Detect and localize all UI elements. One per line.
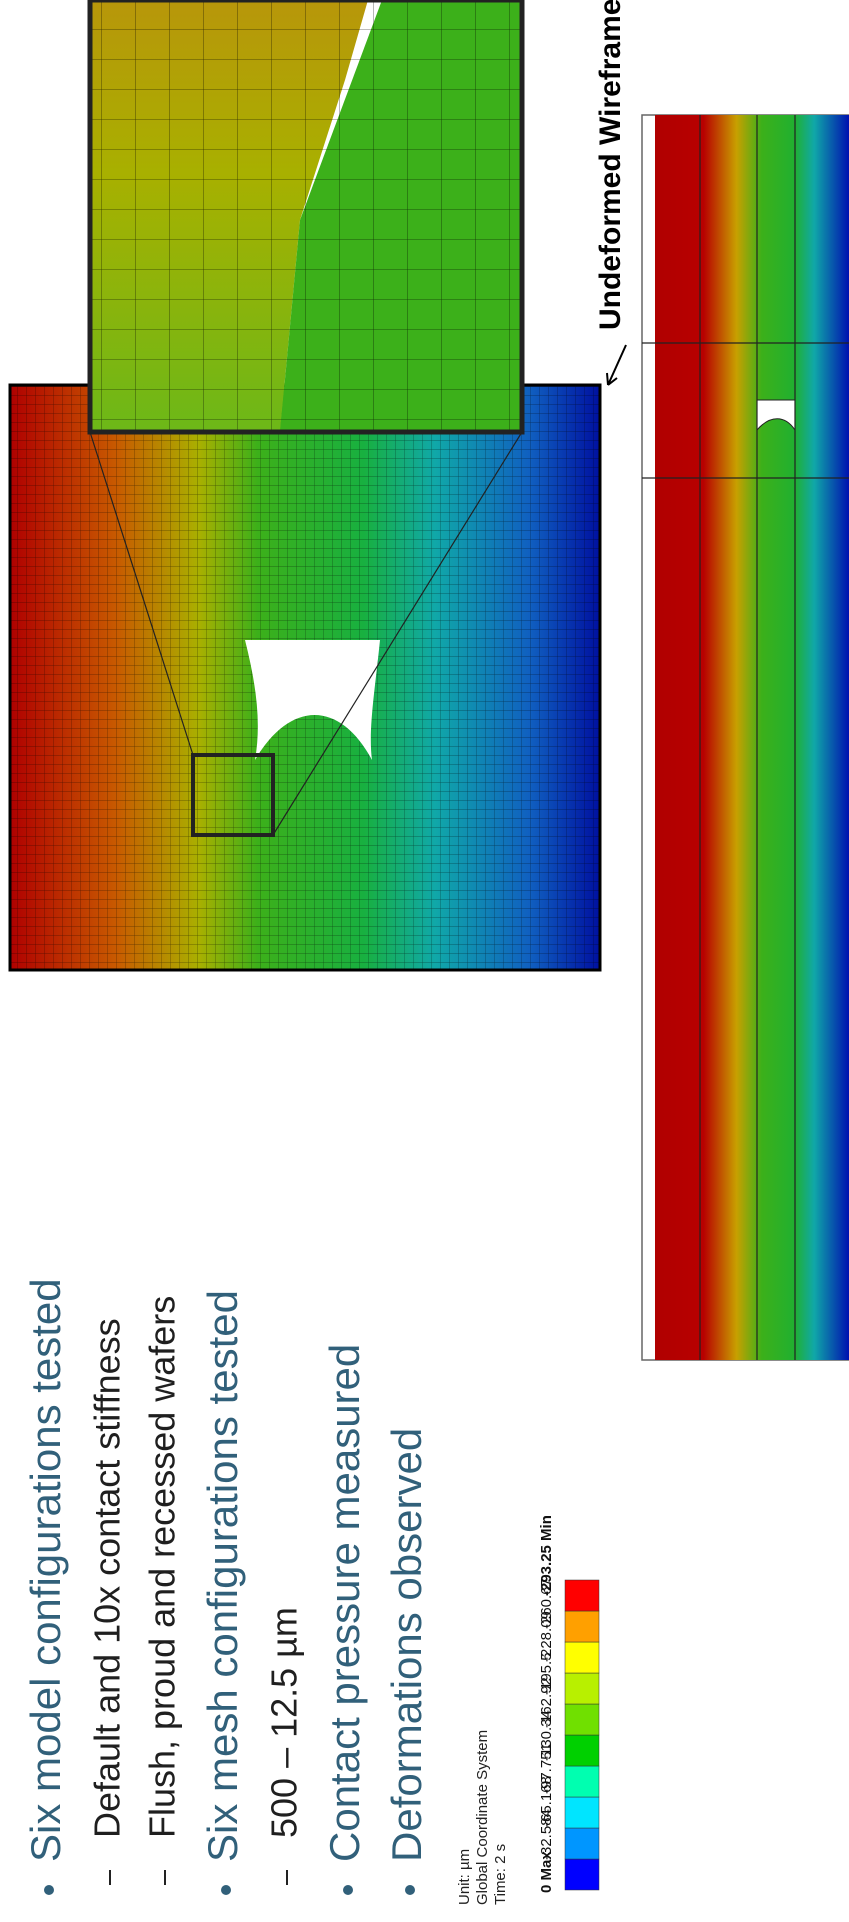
annotation: Undeformed Wireframe: [594, 0, 627, 330]
page: {"bullets": [ {"text": "Six model config…: [0, 0, 849, 1917]
bullet-text: Contact pressure measured: [321, 1344, 368, 1862]
info-text: Unit: µm: [456, 1849, 473, 1905]
color-swatch: [565, 1828, 599, 1859]
color-swatch: [565, 1580, 599, 1611]
bullet-dot: [343, 1885, 353, 1895]
color-swatch: [565, 1797, 599, 1828]
color-swatch: [565, 1735, 599, 1766]
bullet-text: Six model configurations tested: [22, 1278, 69, 1862]
color-swatch: [565, 1611, 599, 1642]
color-swatch: [565, 1673, 599, 1704]
color-swatch: [565, 1704, 599, 1735]
undeformed-bar: [607, 115, 849, 1360]
sub-bullet-text: Flush, proud and recessed wafers: [142, 1296, 183, 1838]
sub-bullet-text: 500 – 12.5 µm: [264, 1607, 305, 1838]
color-swatch: [565, 1766, 599, 1797]
fem-model: [10, 385, 600, 970]
sub-bullet-text: Default and 10x contact stiffness: [87, 1318, 128, 1838]
inset: [90, 0, 522, 432]
info-text: Time: 2 s: [492, 1844, 509, 1905]
legend: 0 Max-32.584-65.168-97.751-130.34-162.92…: [538, 1515, 599, 1893]
color-swatch: [565, 1859, 599, 1890]
bullet-text: Deformations observed: [383, 1428, 430, 1862]
bullet-dot: [221, 1885, 231, 1895]
info-text: Global Coordinate System: [474, 1730, 491, 1905]
legend-label: -293.25 Min: [538, 1515, 555, 1596]
bullet-text: Six mesh configurations tested: [199, 1290, 246, 1862]
slide: 0 Max-32.584-65.168-97.751-130.34-162.92…: [0, 0, 849, 1917]
color-swatch: [565, 1642, 599, 1673]
bullet-dot: [405, 1885, 415, 1895]
bullet-dot: [44, 1885, 54, 1895]
